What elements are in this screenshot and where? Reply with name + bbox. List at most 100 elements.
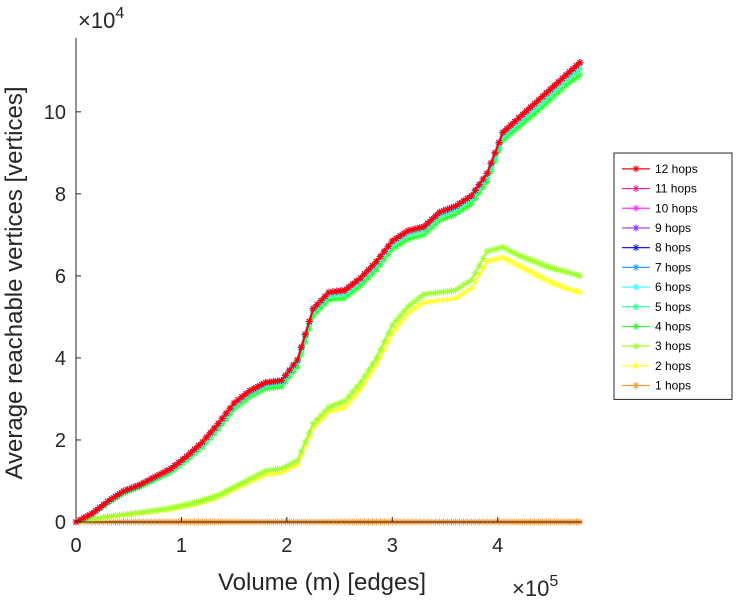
y-tick-label: 8 <box>55 184 66 206</box>
data-point <box>289 463 297 471</box>
data-point <box>293 456 301 464</box>
data-point <box>408 300 416 308</box>
data-point <box>353 383 361 391</box>
data-point <box>527 103 535 111</box>
data-point <box>479 175 487 183</box>
data-point <box>278 465 286 473</box>
data-point <box>325 407 333 415</box>
data-point <box>337 294 345 302</box>
data-point <box>550 92 558 100</box>
data-point <box>218 414 226 422</box>
data-point <box>542 89 550 97</box>
data-point <box>436 208 444 216</box>
data-point <box>523 266 531 274</box>
data-point <box>452 286 459 294</box>
data-point <box>459 281 467 289</box>
data-point <box>289 361 297 369</box>
y-tick-label: 2 <box>55 430 66 452</box>
data-point <box>400 238 408 246</box>
data-point <box>479 183 487 191</box>
data-point <box>440 288 448 296</box>
data-point <box>499 253 507 261</box>
data-point <box>538 274 546 282</box>
data-point <box>337 404 345 412</box>
data-point <box>353 389 361 397</box>
data-point <box>491 245 499 253</box>
data-point <box>396 240 404 248</box>
data-point <box>412 233 420 241</box>
data-point <box>341 294 349 302</box>
series-layer <box>72 59 584 526</box>
data-point <box>317 297 325 305</box>
data-point <box>274 377 282 385</box>
data-point <box>412 304 420 312</box>
data-point <box>384 242 392 250</box>
data-point <box>321 407 329 415</box>
data-point <box>432 220 440 228</box>
data-point <box>569 70 577 78</box>
data-point <box>503 133 511 141</box>
data-point <box>542 99 550 107</box>
data-point <box>420 299 428 307</box>
data-point <box>396 312 404 320</box>
data-point <box>84 512 92 520</box>
data-point <box>531 109 539 117</box>
data-point <box>321 300 329 308</box>
data-point <box>404 227 412 235</box>
x-axis-multiplier: ×105 <box>512 573 558 600</box>
data-point <box>550 280 558 288</box>
data-point <box>297 447 305 455</box>
data-point <box>372 258 380 266</box>
data-point <box>317 415 325 423</box>
legend-item: 10 hops <box>622 201 698 215</box>
y-axis-multiplier: ×104 <box>78 5 124 33</box>
data-point <box>289 368 297 376</box>
data-point <box>444 295 452 303</box>
data-point <box>368 360 376 368</box>
data-point <box>511 249 519 257</box>
data-point <box>546 90 554 98</box>
data-point <box>309 420 317 428</box>
data-point <box>262 471 270 479</box>
data-point <box>246 387 254 395</box>
data-point <box>108 512 116 520</box>
data-point <box>345 399 353 407</box>
data-point <box>214 491 222 499</box>
data-point <box>214 420 222 428</box>
data-point <box>384 337 392 345</box>
data-point <box>558 85 566 93</box>
data-point <box>569 270 577 278</box>
data-point <box>569 286 577 294</box>
data-point <box>448 295 456 303</box>
y-tick-label: 0 <box>55 512 66 534</box>
data-point <box>558 283 566 291</box>
data-point <box>546 85 554 93</box>
data-point <box>424 219 432 227</box>
data-point <box>368 366 376 374</box>
data-point <box>428 216 436 223</box>
data-point <box>463 194 471 202</box>
data-point <box>187 500 195 508</box>
data-point <box>171 462 179 470</box>
data-point <box>187 449 195 457</box>
data-point <box>104 497 112 505</box>
data-point <box>345 392 353 400</box>
data-point <box>171 503 179 511</box>
data-point <box>432 289 440 297</box>
data-point <box>380 338 388 346</box>
data-point <box>388 245 396 253</box>
data-point <box>546 264 554 272</box>
data-point <box>376 252 384 260</box>
data-point <box>554 266 562 274</box>
data-point <box>361 379 369 387</box>
data-point <box>479 264 487 272</box>
legend-label: 12 hops <box>655 162 698 176</box>
data-point <box>440 296 448 304</box>
data-point <box>234 481 242 489</box>
data-point <box>289 459 297 467</box>
data-point <box>297 451 305 459</box>
data-point <box>463 203 471 211</box>
data-point <box>452 202 459 210</box>
data-point <box>444 213 452 221</box>
data-point <box>195 498 203 506</box>
